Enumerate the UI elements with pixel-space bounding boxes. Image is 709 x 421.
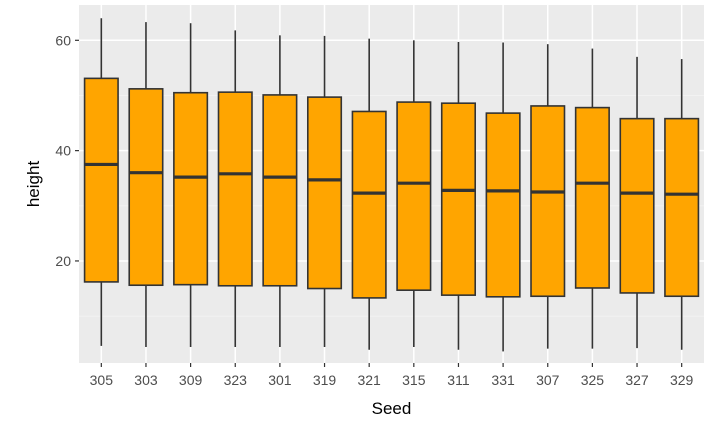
box-body — [530, 105, 566, 298]
x-tick-label: 327 — [625, 372, 649, 388]
box-301 — [262, 35, 298, 348]
box-body — [396, 101, 432, 291]
y-axis: 20 40 60 — [55, 32, 79, 269]
box-323 — [217, 30, 253, 348]
x-tick-label: 307 — [536, 372, 560, 388]
box-309 — [173, 23, 209, 348]
box-body — [351, 110, 387, 299]
box-body — [664, 117, 700, 298]
box-325 — [574, 48, 610, 349]
x-axis-title: Seed — [372, 399, 412, 418]
box-331 — [485, 42, 521, 352]
box-series — [83, 18, 700, 352]
box-307 — [530, 44, 566, 349]
box-body — [440, 102, 477, 296]
plot-panel — [79, 5, 704, 363]
x-tick-label: 315 — [402, 372, 426, 388]
y-tick-label: 20 — [55, 253, 71, 269]
x-axis: 305 303 309 323 301 319 321 315 311 331 307 325 327 3… — [90, 363, 694, 388]
box-body — [83, 77, 119, 283]
box-body — [128, 88, 164, 287]
y-axis-title: height — [24, 161, 43, 208]
box-body — [262, 94, 298, 287]
x-tick-label: 329 — [670, 372, 694, 388]
box-311 — [440, 41, 477, 350]
y-tick-label: 60 — [55, 32, 71, 48]
x-tick-label: 325 — [581, 372, 605, 388]
x-tick-label: 301 — [268, 372, 292, 388]
box-327 — [619, 56, 655, 349]
box-319 — [306, 35, 343, 348]
x-tick-label: 331 — [491, 372, 515, 388]
box-body — [217, 91, 253, 287]
box-body — [619, 117, 655, 294]
x-tick-label: 305 — [90, 372, 114, 388]
box-329 — [664, 59, 700, 350]
x-tick-label: 309 — [179, 372, 203, 388]
box-321 — [351, 38, 387, 350]
box-body — [574, 106, 610, 289]
box-body — [306, 96, 343, 290]
x-tick-label: 319 — [313, 372, 337, 388]
x-tick-label: 311 — [447, 372, 470, 388]
box-body — [485, 112, 521, 298]
box-305 — [83, 18, 119, 346]
box-315 — [396, 40, 432, 348]
x-tick-label: 323 — [224, 372, 248, 388]
box-303 — [128, 22, 164, 348]
y-tick-label: 40 — [55, 143, 71, 159]
box-body — [173, 91, 209, 286]
x-tick-label: 303 — [134, 372, 158, 388]
x-tick-label: 321 — [357, 372, 381, 388]
